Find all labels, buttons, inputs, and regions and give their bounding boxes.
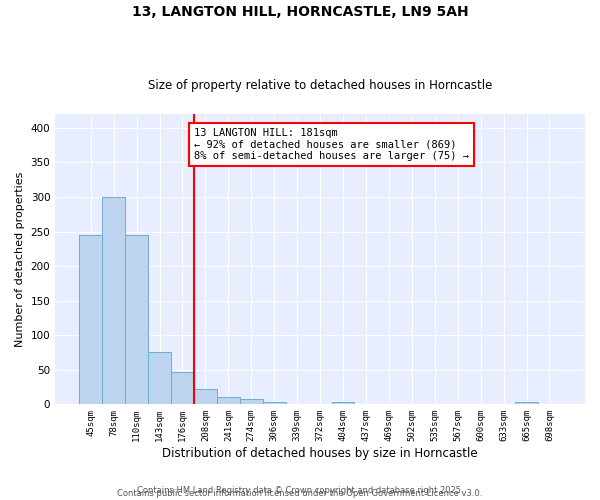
X-axis label: Distribution of detached houses by size in Horncastle: Distribution of detached houses by size … bbox=[162, 447, 478, 460]
Bar bbox=[148, 352, 171, 405]
Title: Size of property relative to detached houses in Horncastle: Size of property relative to detached ho… bbox=[148, 79, 492, 92]
Bar bbox=[171, 372, 194, 404]
Bar bbox=[102, 197, 125, 404]
Bar bbox=[332, 402, 355, 404]
Bar bbox=[240, 399, 263, 404]
Bar bbox=[125, 235, 148, 404]
Text: 13 LANGTON HILL: 181sqm
← 92% of detached houses are smaller (869)
8% of semi-de: 13 LANGTON HILL: 181sqm ← 92% of detache… bbox=[194, 128, 469, 161]
Bar bbox=[263, 402, 286, 404]
Bar bbox=[194, 389, 217, 404]
Bar bbox=[515, 402, 538, 404]
Text: 13, LANGTON HILL, HORNCASTLE, LN9 5AH: 13, LANGTON HILL, HORNCASTLE, LN9 5AH bbox=[131, 5, 469, 19]
Bar bbox=[217, 398, 240, 404]
Text: Contains public sector information licensed under the Open Government Licence v3: Contains public sector information licen… bbox=[118, 488, 482, 498]
Y-axis label: Number of detached properties: Number of detached properties bbox=[15, 172, 25, 347]
Bar bbox=[79, 235, 102, 404]
Text: Contains HM Land Registry data © Crown copyright and database right 2025.: Contains HM Land Registry data © Crown c… bbox=[137, 486, 463, 495]
